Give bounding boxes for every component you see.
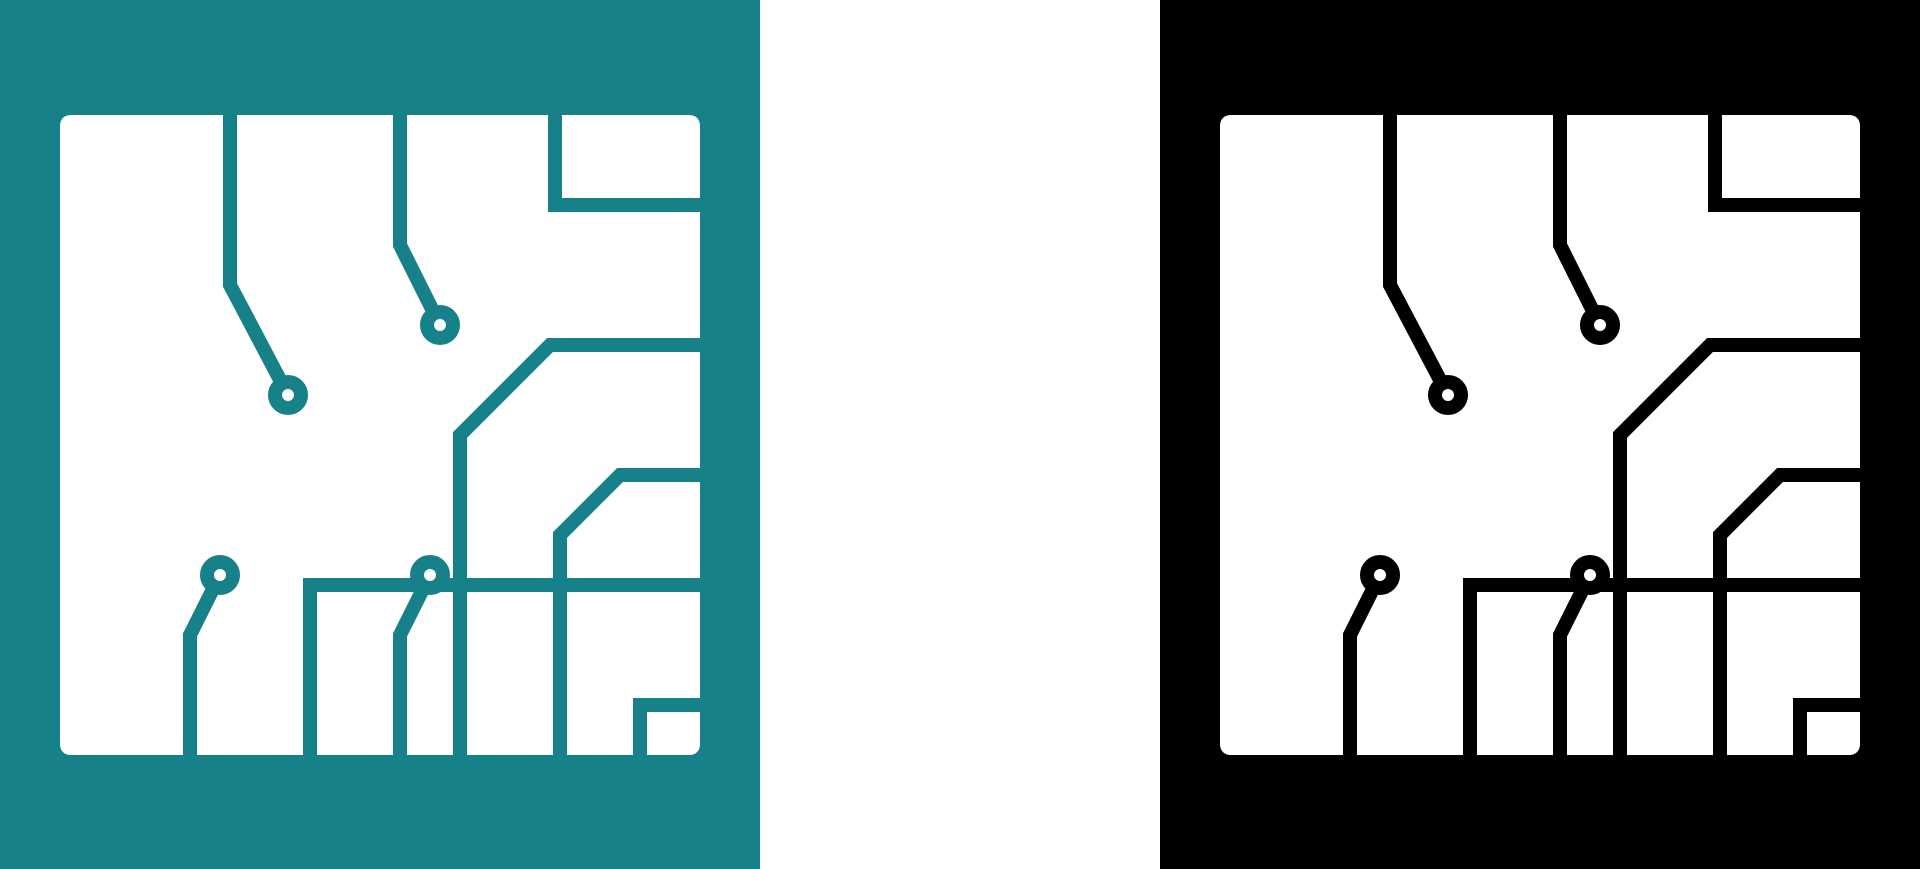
trace-node-t7 (1367, 562, 1393, 588)
trace-node-t8 (1577, 562, 1603, 588)
circuit-icon-panel-teal (0, 0, 760, 869)
trace-node-t2 (1587, 312, 1613, 338)
panel-gap (760, 0, 1160, 869)
circuit-chip-icon (1220, 115, 1860, 755)
trace-node-t1 (1435, 382, 1461, 408)
circuit-icon-panel-black (1160, 0, 1920, 869)
circuit-chip-icon (60, 115, 700, 755)
trace-node-t1 (275, 382, 301, 408)
trace-node-t7 (207, 562, 233, 588)
trace-node-t2 (427, 312, 453, 338)
trace-node-t8 (417, 562, 443, 588)
